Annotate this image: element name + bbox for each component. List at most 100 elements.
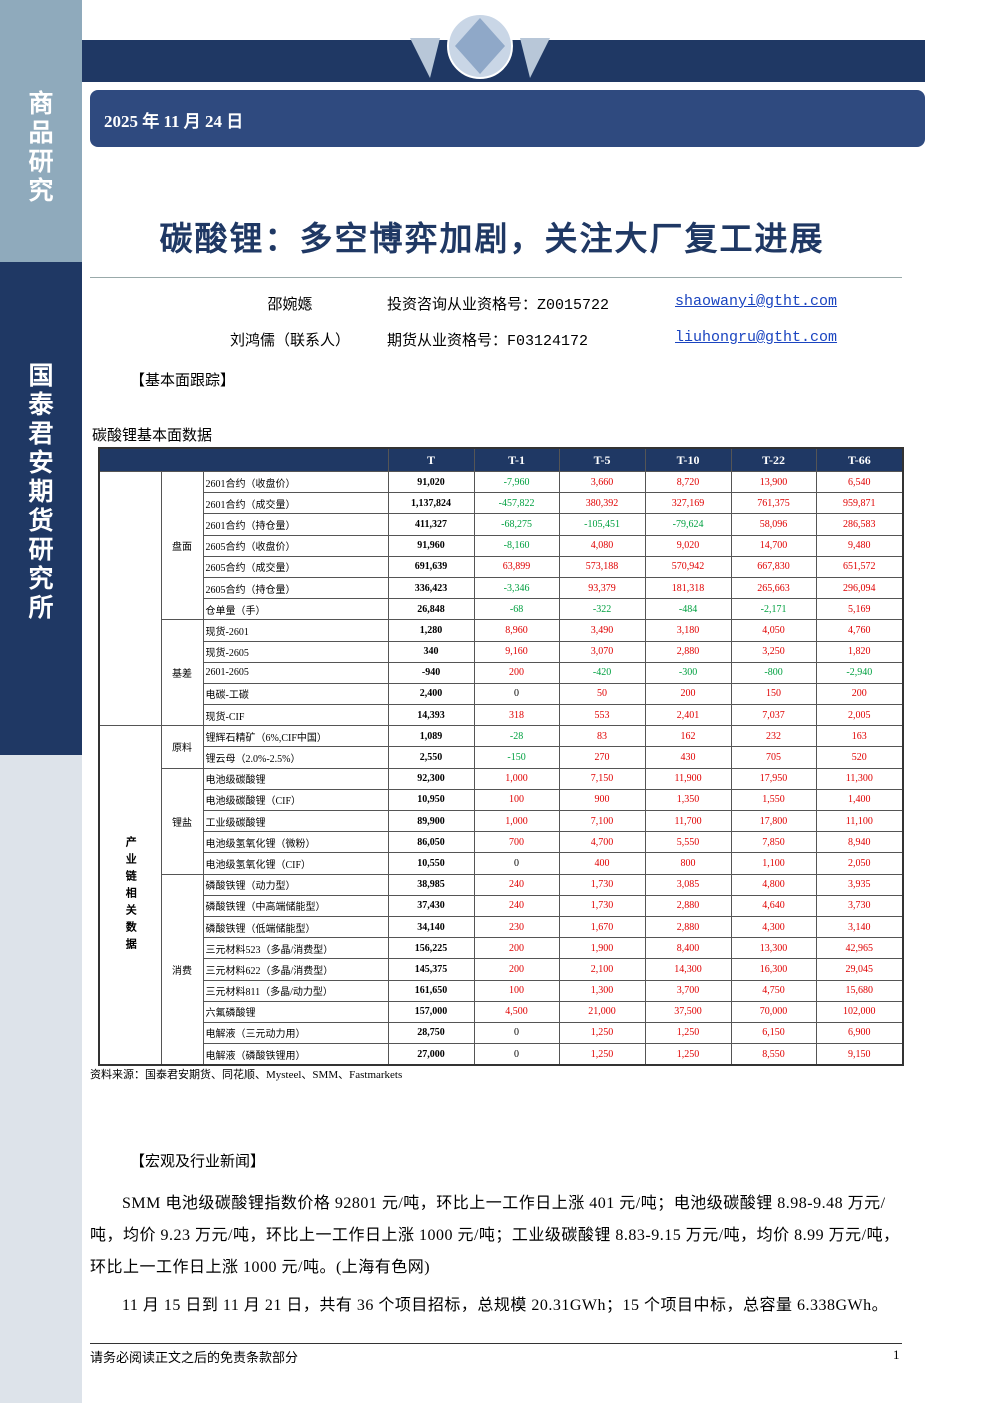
cell-value: 4,750 <box>730 979 817 1002</box>
row-name: 磷酸铁锂（动力型） <box>202 873 389 896</box>
cell-value: -28 <box>473 725 560 748</box>
cell-value: 573,188 <box>558 555 646 578</box>
cell-value: 1,730 <box>558 894 646 917</box>
cell-value: 2,050 <box>815 852 904 875</box>
table-row: 2605合约（收盘价） 91,960 -8,160 4,080 9,020 14,700 9… <box>99 534 904 557</box>
cell-value: 3,490 <box>558 619 646 642</box>
column-header: T-1 <box>473 447 560 472</box>
cell-value: 336,423 <box>387 576 475 600</box>
cell-value: 200 <box>815 682 904 706</box>
cell-value: 11,700 <box>644 809 732 833</box>
cell-value: 13,900 <box>730 470 817 494</box>
subgroup-cell: 基差 <box>160 619 204 727</box>
cell-value: 2,100 <box>558 958 646 981</box>
rule <box>90 277 902 278</box>
cell-value: 9,480 <box>815 534 904 557</box>
cell-value: 8,940 <box>815 831 904 854</box>
cell-value: 3,660 <box>558 470 646 494</box>
cell-value: -3,346 <box>473 576 560 600</box>
cell-value: 4,640 <box>730 894 817 917</box>
cell-value: 959,871 <box>815 492 904 515</box>
cell-value: 1,000 <box>473 767 560 790</box>
cell-value: 800 <box>644 852 732 875</box>
table-row: 产业链相关数据 原料 锂辉石精矿（6%,CIF中国） 1,089 -28 83 162 232… <box>98 725 904 1066</box>
cell-value: 14,300 <box>644 958 732 981</box>
cell-value: -150 <box>473 746 560 769</box>
subgroup-cell: 盘面 <box>160 470 204 621</box>
cell-value: 58,096 <box>730 513 817 536</box>
cell-value: -68 <box>473 598 560 621</box>
cell-value: 157,000 <box>387 1000 475 1023</box>
row-name: 工业级碳酸锂 <box>202 809 389 833</box>
cell-value: 1,280 <box>387 619 475 642</box>
cell-value: 11,100 <box>815 809 904 833</box>
cell-value: 2,880 <box>644 894 732 917</box>
row-name: 锂辉石精矿（6%,CIF中国） <box>202 725 389 748</box>
cell-value: 2,880 <box>644 640 732 663</box>
author-email: shaowanyi@gtht.com <box>675 293 838 310</box>
cell-value: 1,250 <box>644 1021 732 1045</box>
table-row: 2601合约（成交量） 1,137,824 -457,822 380,392 327,1… <box>99 492 904 515</box>
cell-value: 150 <box>730 682 817 706</box>
cell-value: 1,350 <box>644 788 732 812</box>
table-row: 三元材料622（多晶/消费型） 145,375 200 2,100 14,300 16,3… <box>99 958 904 981</box>
row-name: 电解液（三元动力用） <box>202 1021 389 1045</box>
cell-value: -2,171 <box>730 598 817 621</box>
source: 资料来源：国泰君安期货、同花顺、Mysteel、SMM、Fastmarkets <box>90 1069 403 1081</box>
cell-value: 7,100 <box>558 809 646 833</box>
row-name: 六氟磷酸锂 <box>202 1000 389 1023</box>
cell-value: -8,160 <box>473 534 560 557</box>
row-name: 锂云母（2.0%-2.5%） <box>202 746 389 769</box>
cell-value: 200 <box>644 682 732 706</box>
column-header: T-66 <box>815 447 904 472</box>
cell-value: 380,392 <box>558 492 646 515</box>
row-name: 现货-2601 <box>202 619 389 642</box>
data-table: T T-1 T-5 T-10 T-22 T-66 盘面 2601合约（收盘价） 91,020 -7… <box>98 447 905 1067</box>
cell-value: 553 <box>558 704 646 727</box>
cell-value: 86,050 <box>387 831 475 854</box>
cell-value: -7,960 <box>473 470 560 494</box>
cell-value: -300 <box>644 661 732 684</box>
cell-value: 3,700 <box>644 979 732 1002</box>
cell-value: 1,000 <box>473 809 560 833</box>
table-row: 电池级氢氧化锂（微粉） 86,050 700 4,700 5,550 7,850 8,940 <box>99 831 904 854</box>
cell-value: 4,080 <box>558 534 646 557</box>
cell-value: 38,985 <box>387 873 475 896</box>
cell-value: 2,005 <box>815 704 904 727</box>
row-name: 2605合约（收盘价） <box>202 534 389 557</box>
section-heading: 【基本面跟踪】 <box>130 373 236 389</box>
column-header: T-22 <box>730 447 817 472</box>
table-row: 2605合约（成交量） 691,639 63,899 573,188 570,942 66… <box>99 555 904 578</box>
cell-value: 181,318 <box>644 576 732 600</box>
cell-value: 1,400 <box>815 788 904 812</box>
cell-value: 3,730 <box>815 894 904 917</box>
cell-value: 200 <box>473 958 560 981</box>
cell-value: 92,300 <box>387 767 475 790</box>
cell-value: 1,730 <box>558 873 646 896</box>
table-row: 锂盐 电池级碳酸锂 92,300 1,000 7,150 11,900 17,950 11,3… <box>99 767 904 875</box>
cell-value: 8,960 <box>473 619 560 642</box>
row-name: 2601合约（持仓量） <box>202 513 389 536</box>
table-row: 磷酸铁锂（中高端储能型） 37,430 240 1,730 2,880 4,640 3,73… <box>99 894 904 917</box>
column-header: T-10 <box>644 447 732 472</box>
table-row: 磷酸铁锂（低端储能型） 34,140 230 1,670 2,880 4,300 3,140 <box>99 915 904 939</box>
cell-value: 17,950 <box>730 767 817 790</box>
cell-value: 6,150 <box>730 1021 817 1045</box>
cell-value: 11,900 <box>644 767 732 790</box>
row-name: 电解液（磷酸铁锂用） <box>202 1043 389 1066</box>
table-row: 现货-CIF 14,393 318 553 2,401 7,037 2,005 <box>99 704 904 727</box>
row-name: 2601合约（收盘价） <box>202 470 389 494</box>
cell-value: 27,000 <box>387 1043 475 1066</box>
cell-value: 5,550 <box>644 831 732 854</box>
cell-value: 8,550 <box>730 1043 817 1066</box>
table-row: 六氟磷酸锂 157,000 4,500 21,000 37,500 70,000 102,0… <box>99 1000 904 1023</box>
cell-value: 7,850 <box>730 831 817 854</box>
table-row: 基差 现货-2601 1,280 8,960 3,490 3,180 4,050 4,760 <box>99 619 904 727</box>
cell-value: 162 <box>644 725 732 748</box>
cell-value: 2,401 <box>644 704 732 727</box>
row-name: 2601合约（成交量） <box>202 492 389 515</box>
cell-value: 83 <box>558 725 646 748</box>
cell-value: 200 <box>473 937 560 960</box>
cell-value: 10,950 <box>387 788 475 812</box>
cell-value: 1,089 <box>387 725 475 748</box>
